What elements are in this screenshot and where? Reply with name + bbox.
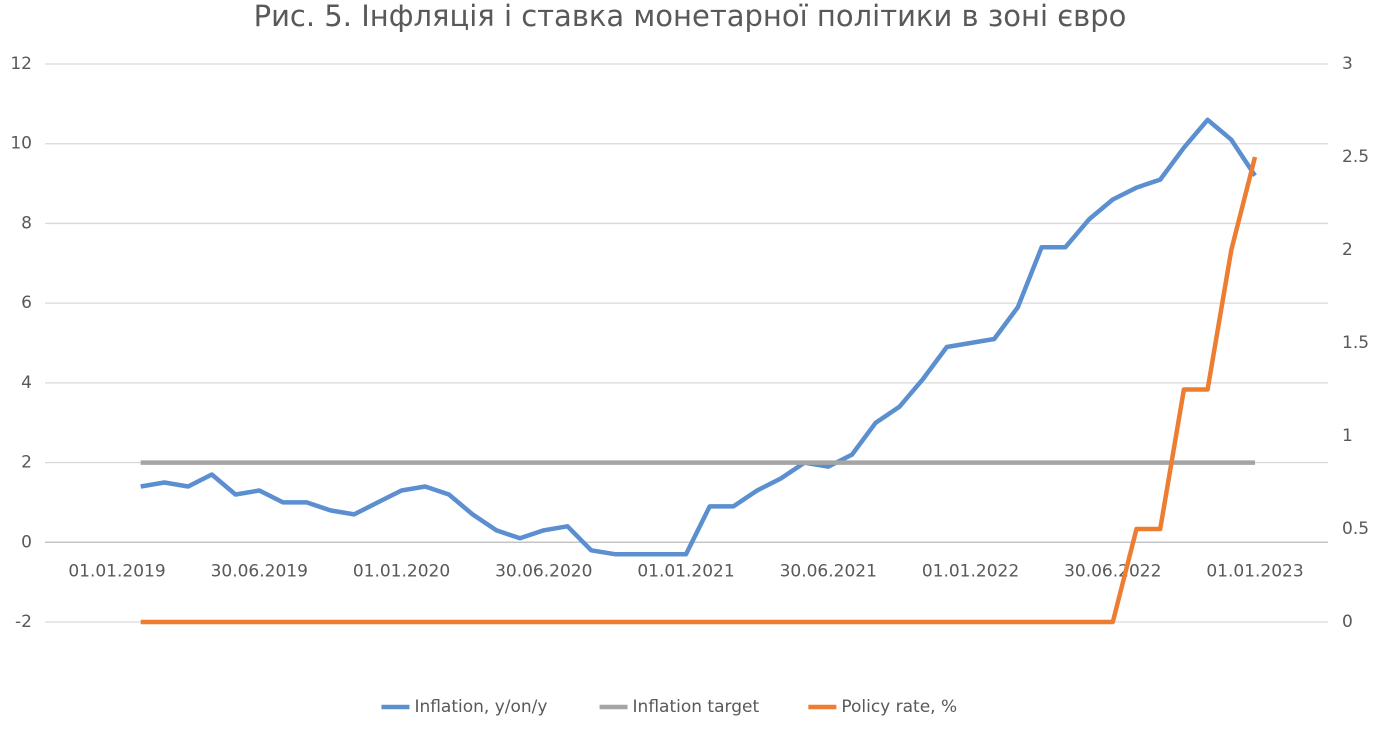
series-line — [140, 156, 1258, 625]
x-tick-label: 30.06.2021 — [780, 561, 877, 581]
legend-label: Policy rate, % — [841, 697, 957, 717]
y2-tick-label: 0.5 — [1342, 519, 1369, 539]
chart-title: Рис. 5. Інфляція і ставка монетарної пол… — [254, 0, 1127, 33]
y2-tick-label: 2.5 — [1342, 147, 1369, 167]
y2-tick-label: 1 — [1342, 426, 1353, 446]
y-tick-label: 10 — [10, 134, 32, 154]
x-tick-label: 30.06.2022 — [1064, 561, 1161, 581]
y-tick-label: -2 — [15, 612, 32, 632]
x-tick-label: 01.01.2020 — [353, 561, 450, 581]
x-tick-label: 01.01.2022 — [922, 561, 1019, 581]
x-tick-label: 01.01.2023 — [1206, 561, 1303, 581]
y2-tick-label: 3 — [1342, 54, 1353, 74]
x-tick-label: 01.01.2019 — [68, 561, 165, 581]
y2-tick-label: 1.5 — [1342, 333, 1369, 353]
y-tick-label: 0 — [21, 532, 32, 552]
legend-label: Inflation, y/on/y — [414, 697, 547, 717]
y-tick-label: 2 — [21, 453, 32, 473]
y2-tick-label: 0 — [1342, 612, 1353, 632]
x-tick-label: 01.01.2021 — [637, 561, 734, 581]
x-tick-label: 30.06.2020 — [495, 561, 592, 581]
y-tick-label: 8 — [21, 213, 32, 233]
y-tick-label: 4 — [21, 373, 32, 393]
y2-tick-label: 2 — [1342, 240, 1353, 260]
y-tick-label: 12 — [10, 54, 32, 74]
legend-label: Inflation target — [633, 697, 760, 717]
series-line — [140, 117, 1257, 557]
x-tick-label: 30.06.2019 — [211, 561, 308, 581]
y-tick-label: 6 — [21, 293, 32, 313]
